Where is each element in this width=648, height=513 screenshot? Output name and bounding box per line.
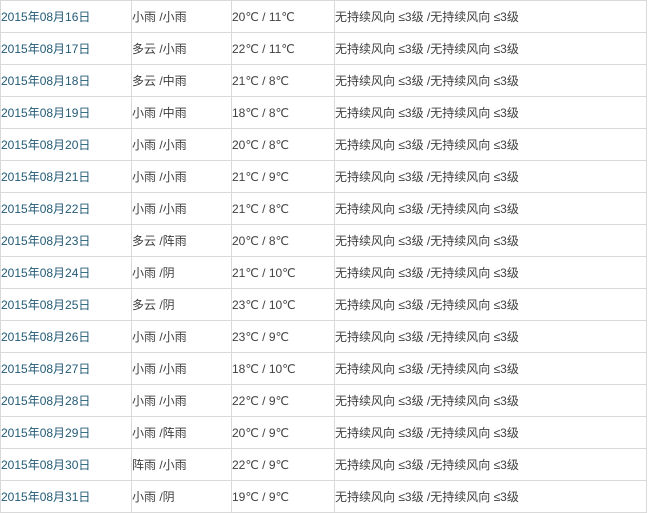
date-cell: 2015年08月25日	[0, 288, 132, 321]
weather-cell: 多云 /阵雨	[131, 224, 232, 257]
table-row: 2015年08月17日 多云 /小雨 22℃ / 11℃ 无持续风向 ≤3级 /…	[0, 32, 647, 65]
table-row: 2015年08月21日 小雨 /小雨 21℃ / 9℃ 无持续风向 ≤3级 /无…	[0, 160, 647, 193]
date-link[interactable]: 2015年08月30日	[1, 458, 91, 472]
table-row: 2015年08月20日 小雨 /小雨 20℃ / 8℃ 无持续风向 ≤3级 /无…	[0, 128, 647, 161]
temperature-cell: 21℃ / 9℃	[231, 160, 335, 193]
date-cell: 2015年08月19日	[0, 96, 132, 129]
date-link[interactable]: 2015年08月31日	[1, 490, 91, 504]
temperature-cell: 18℃ / 10℃	[231, 352, 335, 385]
table-row: 2015年08月16日 小雨 /小雨 20℃ / 11℃ 无持续风向 ≤3级 /…	[0, 0, 647, 33]
wind-cell: 无持续风向 ≤3级 /无持续风向 ≤3级	[334, 32, 647, 65]
date-link[interactable]: 2015年08月18日	[1, 74, 91, 88]
date-cell: 2015年08月22日	[0, 192, 132, 225]
wind-cell: 无持续风向 ≤3级 /无持续风向 ≤3级	[334, 384, 647, 417]
date-link[interactable]: 2015年08月26日	[1, 330, 91, 344]
date-cell: 2015年08月31日	[0, 480, 132, 513]
table-row: 2015年08月29日 小雨 /阵雨 20℃ / 9℃ 无持续风向 ≤3级 /无…	[0, 416, 647, 449]
date-cell: 2015年08月28日	[0, 384, 132, 417]
wind-cell: 无持续风向 ≤3级 /无持续风向 ≤3级	[334, 96, 647, 129]
table-row: 2015年08月26日 小雨 /小雨 23℃ / 9℃ 无持续风向 ≤3级 /无…	[0, 320, 647, 353]
weather-cell: 小雨 /小雨	[131, 0, 232, 33]
date-cell: 2015年08月16日	[0, 0, 132, 33]
table-row: 2015年08月24日 小雨 /阴 21℃ / 10℃ 无持续风向 ≤3级 /无…	[0, 256, 647, 289]
wind-cell: 无持续风向 ≤3级 /无持续风向 ≤3级	[334, 64, 647, 97]
wind-cell: 无持续风向 ≤3级 /无持续风向 ≤3级	[334, 480, 647, 513]
wind-cell: 无持续风向 ≤3级 /无持续风向 ≤3级	[334, 256, 647, 289]
wind-cell: 无持续风向 ≤3级 /无持续风向 ≤3级	[334, 352, 647, 385]
date-cell: 2015年08月23日	[0, 224, 132, 257]
date-link[interactable]: 2015年08月16日	[1, 10, 91, 24]
wind-cell: 无持续风向 ≤3级 /无持续风向 ≤3级	[334, 448, 647, 481]
table-row: 2015年08月31日 小雨 /阴 19℃ / 9℃ 无持续风向 ≤3级 /无持…	[0, 480, 647, 513]
weather-cell: 阵雨 /小雨	[131, 448, 232, 481]
weather-cell: 多云 /阴	[131, 288, 232, 321]
table-row: 2015年08月28日 小雨 /小雨 22℃ / 9℃ 无持续风向 ≤3级 /无…	[0, 384, 647, 417]
date-link[interactable]: 2015年08月23日	[1, 234, 91, 248]
table-row: 2015年08月22日 小雨 /小雨 21℃ / 8℃ 无持续风向 ≤3级 /无…	[0, 192, 647, 225]
temperature-cell: 20℃ / 8℃	[231, 128, 335, 161]
wind-cell: 无持续风向 ≤3级 /无持续风向 ≤3级	[334, 224, 647, 257]
date-link[interactable]: 2015年08月24日	[1, 266, 91, 280]
weather-cell: 小雨 /小雨	[131, 160, 232, 193]
wind-cell: 无持续风向 ≤3级 /无持续风向 ≤3级	[334, 192, 647, 225]
date-cell: 2015年08月21日	[0, 160, 132, 193]
date-cell: 2015年08月29日	[0, 416, 132, 449]
temperature-cell: 19℃ / 9℃	[231, 480, 335, 513]
wind-cell: 无持续风向 ≤3级 /无持续风向 ≤3级	[334, 288, 647, 321]
date-link[interactable]: 2015年08月28日	[1, 394, 91, 408]
weather-cell: 小雨 /阴	[131, 480, 232, 513]
temperature-cell: 21℃ / 8℃	[231, 64, 335, 97]
date-cell: 2015年08月17日	[0, 32, 132, 65]
weather-cell: 多云 /中雨	[131, 64, 232, 97]
date-cell: 2015年08月30日	[0, 448, 132, 481]
temperature-cell: 23℃ / 9℃	[231, 320, 335, 353]
table-row: 2015年08月25日 多云 /阴 23℃ / 10℃ 无持续风向 ≤3级 /无…	[0, 288, 647, 321]
table-row: 2015年08月18日 多云 /中雨 21℃ / 8℃ 无持续风向 ≤3级 /无…	[0, 64, 647, 97]
temperature-cell: 20℃ / 9℃	[231, 416, 335, 449]
date-link[interactable]: 2015年08月19日	[1, 106, 91, 120]
weather-cell: 小雨 /阵雨	[131, 416, 232, 449]
wind-cell: 无持续风向 ≤3级 /无持续风向 ≤3级	[334, 160, 647, 193]
weather-cell: 小雨 /小雨	[131, 320, 232, 353]
temperature-cell: 20℃ / 8℃	[231, 224, 335, 257]
weather-cell: 小雨 /小雨	[131, 384, 232, 417]
temperature-cell: 23℃ / 10℃	[231, 288, 335, 321]
date-cell: 2015年08月24日	[0, 256, 132, 289]
weather-cell: 小雨 /小雨	[131, 192, 232, 225]
date-link[interactable]: 2015年08月17日	[1, 42, 91, 56]
date-link[interactable]: 2015年08月27日	[1, 362, 91, 376]
temperature-cell: 18℃ / 8℃	[231, 96, 335, 129]
date-cell: 2015年08月20日	[0, 128, 132, 161]
table-row: 2015年08月23日 多云 /阵雨 20℃ / 8℃ 无持续风向 ≤3级 /无…	[0, 224, 647, 257]
date-link[interactable]: 2015年08月21日	[1, 170, 91, 184]
date-cell: 2015年08月27日	[0, 352, 132, 385]
table-row: 2015年08月19日 小雨 /中雨 18℃ / 8℃ 无持续风向 ≤3级 /无…	[0, 96, 647, 129]
weather-cell: 小雨 /小雨	[131, 128, 232, 161]
temperature-cell: 20℃ / 11℃	[231, 0, 335, 33]
date-link[interactable]: 2015年08月20日	[1, 138, 91, 152]
temperature-cell: 21℃ / 8℃	[231, 192, 335, 225]
temperature-cell: 22℃ / 11℃	[231, 32, 335, 65]
wind-cell: 无持续风向 ≤3级 /无持续风向 ≤3级	[334, 128, 647, 161]
temperature-cell: 22℃ / 9℃	[231, 384, 335, 417]
date-link[interactable]: 2015年08月29日	[1, 426, 91, 440]
weather-cell: 多云 /小雨	[131, 32, 232, 65]
wind-cell: 无持续风向 ≤3级 /无持续风向 ≤3级	[334, 416, 647, 449]
table-row: 2015年08月27日 小雨 /小雨 18℃ / 10℃ 无持续风向 ≤3级 /…	[0, 352, 647, 385]
wind-cell: 无持续风向 ≤3级 /无持续风向 ≤3级	[334, 320, 647, 353]
temperature-cell: 22℃ / 9℃	[231, 448, 335, 481]
wind-cell: 无持续风向 ≤3级 /无持续风向 ≤3级	[334, 0, 647, 33]
date-link[interactable]: 2015年08月22日	[1, 202, 91, 216]
date-cell: 2015年08月26日	[0, 320, 132, 353]
date-link[interactable]: 2015年08月25日	[1, 298, 91, 312]
weather-cell: 小雨 /中雨	[131, 96, 232, 129]
date-cell: 2015年08月18日	[0, 64, 132, 97]
weather-cell: 小雨 /阴	[131, 256, 232, 289]
temperature-cell: 21℃ / 10℃	[231, 256, 335, 289]
weather-cell: 小雨 /小雨	[131, 352, 232, 385]
table-row: 2015年08月30日 阵雨 /小雨 22℃ / 9℃ 无持续风向 ≤3级 /无…	[0, 448, 647, 481]
